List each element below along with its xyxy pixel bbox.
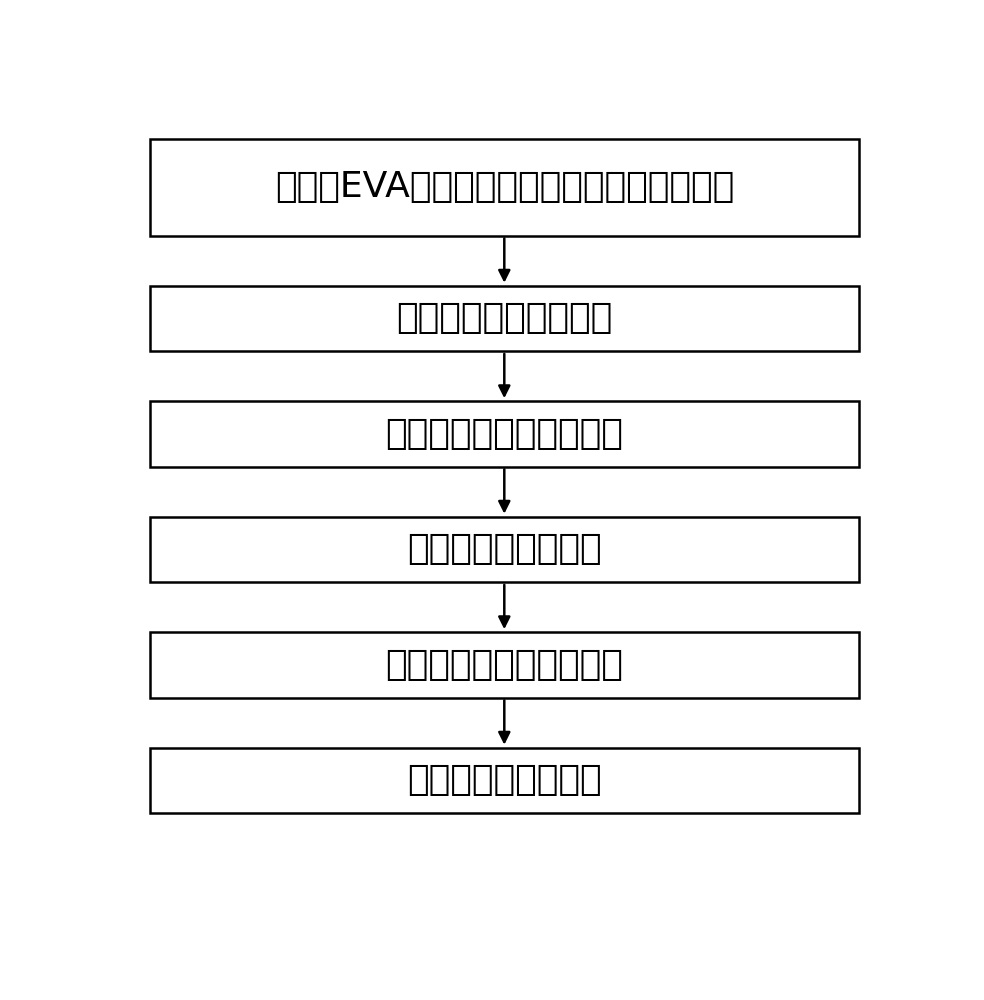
Text: 电池板的铺设和预热处理: 电池板的铺设和预热处理 bbox=[386, 417, 623, 451]
Text: 玻璃、EVA胶膜切割处理以及其他原材料处理: 玻璃、EVA胶膜切割处理以及其他原材料处理 bbox=[275, 170, 734, 204]
Bar bbox=[150, 286, 859, 351]
Bar bbox=[150, 139, 859, 235]
Text: 性能检测和包装存放: 性能检测和包装存放 bbox=[407, 763, 601, 797]
Bar bbox=[150, 401, 859, 466]
Bar bbox=[150, 632, 859, 698]
Text: 光伏组件的层压贴合: 光伏组件的层压贴合 bbox=[407, 532, 601, 566]
Text: 光伏组件的套框固定处理: 光伏组件的套框固定处理 bbox=[386, 648, 623, 682]
Text: 电池片无尘处理和焊接: 电池片无尘处理和焊接 bbox=[397, 301, 612, 335]
Bar bbox=[150, 748, 859, 813]
Bar bbox=[150, 517, 859, 582]
